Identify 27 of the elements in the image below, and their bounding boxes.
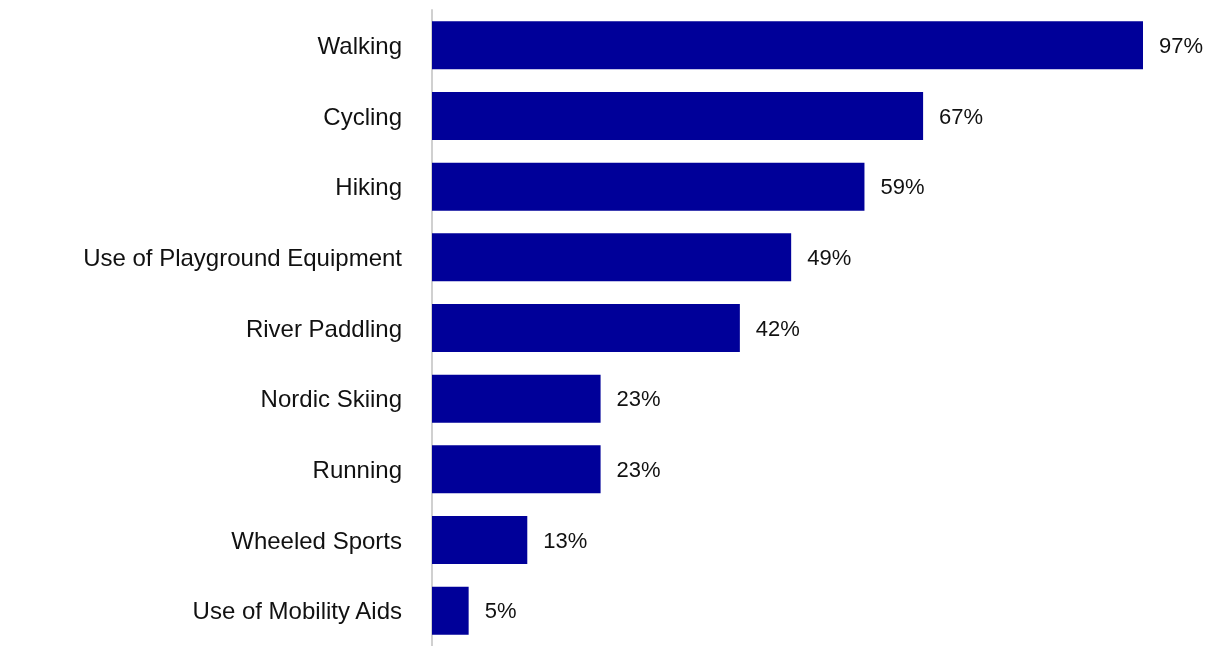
bar bbox=[432, 162, 865, 211]
y-tick-label: Running bbox=[312, 455, 402, 483]
bar bbox=[432, 92, 924, 140]
bar bbox=[432, 304, 740, 352]
data-label: 49% bbox=[807, 244, 852, 270]
bar bbox=[432, 21, 1143, 70]
y-tick-label: Use of Mobility Aids bbox=[192, 597, 402, 625]
y-tick-label: Cycling bbox=[323, 102, 402, 130]
bar bbox=[432, 374, 601, 423]
bar bbox=[432, 516, 528, 564]
data-label: 97% bbox=[1159, 32, 1204, 58]
y-tick-label: Nordic Skiing bbox=[260, 385, 402, 413]
y-tick-label: River Paddling bbox=[245, 314, 402, 342]
data-label: 5% bbox=[484, 598, 517, 624]
bar bbox=[432, 445, 601, 494]
data-label: 42% bbox=[755, 315, 800, 341]
y-tick-label: Use of Playground Equipment bbox=[83, 243, 403, 271]
bar bbox=[432, 586, 469, 635]
y-tick-label: Hiking bbox=[335, 173, 402, 201]
data-label: 67% bbox=[939, 103, 984, 129]
data-label: 23% bbox=[616, 456, 661, 482]
data-label: 59% bbox=[880, 174, 925, 200]
data-label: 13% bbox=[543, 527, 588, 553]
data-label: 23% bbox=[616, 386, 661, 412]
bar bbox=[432, 233, 792, 282]
y-tick-label: Wheeled Sports bbox=[231, 526, 402, 554]
y-tick-label: Walking bbox=[317, 31, 402, 59]
